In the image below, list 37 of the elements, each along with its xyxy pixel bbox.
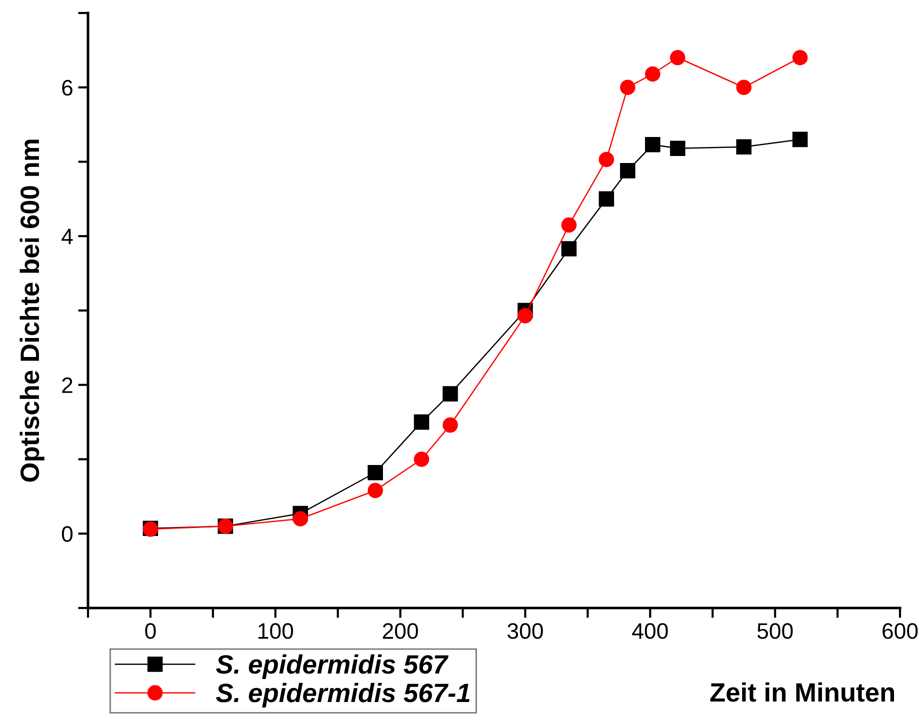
point bbox=[645, 137, 660, 152]
x-tick-label: 300 bbox=[508, 623, 543, 639]
x-tick-label: 0 bbox=[145, 623, 156, 639]
y-tick-label: 0 bbox=[62, 526, 73, 542]
x-tick-label: 600 bbox=[882, 623, 918, 639]
point bbox=[598, 152, 614, 168]
point bbox=[736, 80, 752, 96]
point bbox=[620, 163, 636, 178]
point bbox=[561, 241, 577, 256]
y-axis-title: Optische Dichte bei 600 nm bbox=[20, 140, 44, 482]
y-tick-label: 2 bbox=[62, 377, 72, 393]
x-tick-label: 400 bbox=[632, 623, 668, 639]
point bbox=[368, 465, 383, 480]
point bbox=[645, 66, 660, 82]
point bbox=[620, 80, 636, 96]
point bbox=[792, 50, 808, 66]
point bbox=[292, 511, 308, 526]
legend-label: S. epidermidis 567-1 bbox=[216, 682, 470, 708]
point bbox=[736, 139, 752, 155]
x-tick-label: 500 bbox=[757, 623, 793, 639]
point bbox=[670, 140, 686, 156]
point bbox=[518, 308, 533, 324]
point bbox=[368, 482, 383, 498]
point bbox=[561, 217, 577, 233]
point bbox=[414, 414, 430, 430]
point bbox=[598, 191, 614, 207]
x-axis-title: Zeit in Minuten bbox=[710, 682, 894, 702]
point bbox=[442, 386, 458, 402]
x-tick-label: 100 bbox=[258, 623, 294, 639]
point bbox=[792, 132, 808, 148]
point bbox=[414, 452, 430, 467]
y-tick-label: 4 bbox=[62, 228, 73, 244]
legend-label: S. epidermidis 567 bbox=[216, 654, 449, 679]
y-tick-label: 6 bbox=[62, 80, 72, 96]
point bbox=[670, 50, 686, 66]
point bbox=[442, 417, 458, 433]
x-tick-label: 200 bbox=[382, 623, 418, 639]
